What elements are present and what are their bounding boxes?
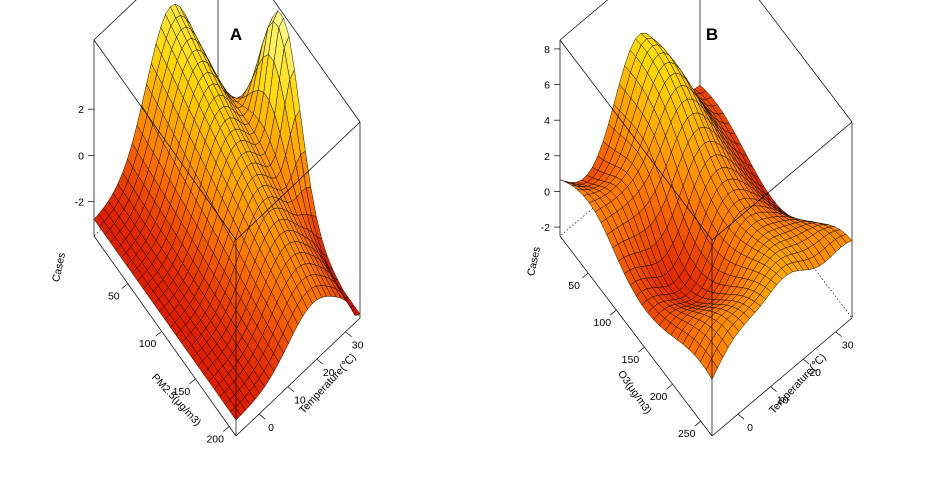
x-tick-label: 50 [568,280,580,292]
y-tick-mark [258,413,266,420]
panel-b-title: B [706,25,718,44]
x-tick-label: 200 [650,391,668,403]
x-tick-mark [666,383,673,390]
panel-b-zlabel: Cases [525,246,543,278]
x-tick-mark [581,272,589,279]
y-tick-mark [345,331,352,337]
x-tick-label: 100 [139,338,157,350]
x-tick-mark [189,378,196,385]
y-tick-mark [770,386,777,392]
x-tick-label: 150 [173,386,191,398]
panel-a-xlabel: PM2.5(μg/m3) [149,371,203,428]
x-tick-mark [155,330,162,337]
panel-a-surface [93,3,361,421]
x-tick-label: 250 [678,428,696,440]
y-tick-mark [737,413,745,420]
y-tick-label: 30 [842,340,854,352]
y-tick-mark [316,358,323,365]
x-tick-label: 50 [108,291,120,303]
z-tick-label: -2 [541,222,550,234]
z-tick-label: 4 [544,115,550,127]
panel-a-zlabel: Cases [50,252,68,284]
panel-a-ylabel: Temperature(℃) [297,351,359,416]
panel-a: A 50 100 150 200 0 10 20 30 -2 0 2 Cases PM2.5(μg/… [50,0,364,445]
x-tick-mark [121,283,129,289]
z-tick-label: -2 [75,196,84,208]
x-tick-mark [694,420,701,427]
y-tick-mark [835,331,842,337]
panel-b-surface [559,32,853,380]
x-tick-label: 200 [206,433,224,445]
z-tick-label: 2 [544,151,550,163]
x-tick-mark [610,309,617,316]
panel-a-title: A [230,25,242,44]
y-tick-mark [287,386,295,392]
surface-facet [349,306,361,316]
y-tick-label: 10 [294,395,306,407]
x-tick-label: 150 [622,354,640,366]
panel-b-ylabel: Temperature(℃) [767,351,829,416]
y-tick-mark [802,358,810,365]
y-tick-label: 20 [323,367,335,379]
panel-b-ticks: 50 100 150 200 250 0 10 20 30 -2 0 2 4 6 8 [541,44,854,440]
z-tick-label: 6 [544,80,550,92]
x-tick-mark [638,346,645,353]
z-tick-label: 8 [544,44,550,56]
z-tick-label: 2 [78,104,84,116]
panel-b-box-front [559,39,853,437]
x-tick-label: 100 [594,317,612,329]
y-tick-label: 20 [809,367,821,379]
panel-a-box-front [93,39,361,437]
z-tick-label: 0 [544,186,550,198]
y-tick-label: 0 [268,422,274,434]
panel-a-ticks: 50 100 150 200 0 10 20 30 -2 0 2 [75,104,364,445]
y-tick-label: 30 [352,340,364,352]
panel-b-xlabel: O3(μg/m3) [615,368,654,416]
panel-b: B 50 100 150 200 250 0 10 20 30 -2 0 2 4 6 8 Cases O3(… [525,0,854,440]
x-tick-mark [223,426,230,432]
y-tick-label: 10 [777,395,789,407]
z-tick-label: 0 [78,150,84,162]
y-tick-label: 0 [747,422,753,434]
